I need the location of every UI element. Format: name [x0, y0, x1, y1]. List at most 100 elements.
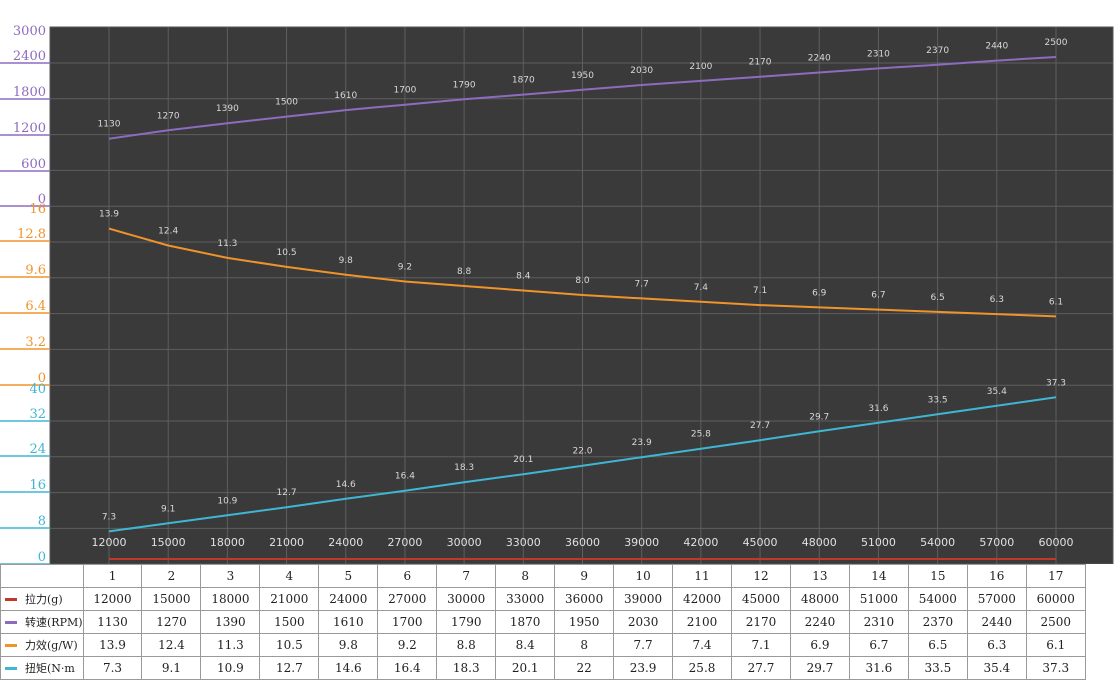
data-label: 8.4 — [516, 272, 531, 282]
table-cell: 8 — [554, 633, 615, 657]
row-label: 扭矩(N·m — [0, 656, 84, 680]
table-cell: 2 — [141, 564, 202, 588]
x-tick-label: 60000 — [1039, 536, 1074, 549]
table-cell: 6 — [377, 564, 438, 588]
table-cell: 23.9 — [613, 656, 674, 680]
legend-swatch — [5, 666, 17, 670]
series-line — [108, 56, 1057, 140]
table-cell: 57000 — [966, 587, 1027, 611]
y-tick-label: 16 — [29, 202, 46, 217]
table-cell: 6.5 — [907, 633, 968, 657]
data-label: 35.4 — [987, 387, 1007, 397]
x-tick-label: 36000 — [565, 536, 600, 549]
data-label: 11.3 — [217, 239, 237, 249]
data-label: 6.9 — [812, 288, 827, 298]
data-label: 7.7 — [635, 279, 649, 289]
table-cell: 12000 — [82, 587, 143, 611]
table-cell: 27.7 — [731, 656, 791, 680]
table-cell: 25.8 — [672, 656, 733, 680]
table-cell: 33000 — [495, 587, 556, 611]
table-cell: 4 — [259, 564, 320, 588]
data-label: 1390 — [216, 104, 239, 114]
data-label: 1700 — [393, 86, 416, 96]
table-cell: 9.1 — [141, 656, 202, 680]
table-cell: 29.7 — [789, 656, 850, 680]
table-cell: 2370 — [907, 610, 968, 634]
data-label: 23.9 — [632, 438, 652, 448]
x-tick-label: 45000 — [743, 536, 778, 549]
series-line — [108, 396, 1057, 533]
legend-swatch — [5, 620, 17, 624]
table-cell: 11 — [672, 564, 733, 588]
data-label: 12.7 — [277, 488, 297, 498]
table-cell: 6.3 — [966, 633, 1027, 657]
data-label: 29.7 — [809, 412, 829, 422]
table-cell: 2500 — [1025, 610, 1086, 634]
data-label: 1870 — [512, 76, 535, 86]
table-cell: 9.2 — [377, 633, 438, 657]
table-cell: 2310 — [848, 610, 909, 634]
table-cell: 42000 — [672, 587, 733, 611]
table-cell: 18.3 — [436, 656, 497, 680]
table-cell: 7.3 — [82, 656, 143, 680]
series-line — [108, 227, 1057, 318]
table-cell: 9 — [554, 564, 615, 588]
data-label: 14.6 — [336, 480, 356, 490]
table-cell: 1700 — [377, 610, 438, 634]
table-cell: 27000 — [377, 587, 438, 611]
table-cell: 30000 — [436, 587, 497, 611]
table-cell: 1 — [82, 564, 143, 588]
data-label: 13.9 — [99, 210, 119, 220]
table-cell: 6.9 — [789, 633, 850, 657]
y-tick-label: 9.6 — [25, 263, 46, 278]
table-cell: 2240 — [789, 610, 850, 634]
data-label: 7.3 — [102, 512, 116, 522]
data-label: 18.3 — [454, 463, 474, 473]
table-cell: 10 — [613, 564, 674, 588]
table-cell: 36000 — [554, 587, 615, 611]
data-label: 37.3 — [1046, 378, 1066, 388]
table-cell: 33.5 — [907, 656, 968, 680]
data-label: 9.2 — [398, 263, 412, 273]
table-row: 转速(RPM) 1130 1270 1390 1500 1610 1700 1790 1870 1… — [0, 610, 1115, 634]
table-cell: 8.4 — [495, 633, 556, 657]
table-cell: 10.9 — [200, 656, 261, 680]
x-tick-label: 15000 — [151, 536, 186, 549]
data-label: 16.4 — [395, 472, 415, 482]
table-cell: 15000 — [141, 587, 202, 611]
table-cell: 21000 — [259, 587, 320, 611]
y-tick-label: 0 — [38, 550, 46, 564]
table-cell: 2170 — [731, 610, 791, 634]
data-label: 7.4 — [694, 283, 709, 293]
data-label: 7.1 — [753, 286, 767, 296]
table-cell: 48000 — [789, 587, 850, 611]
table-cell: 6.1 — [1025, 633, 1086, 657]
table-cell: 7 — [436, 564, 497, 588]
table-cell: 2030 — [613, 610, 674, 634]
table-cell: 17 — [1025, 564, 1086, 588]
data-label: 1950 — [571, 71, 594, 81]
data-label: 6.5 — [930, 293, 944, 303]
table-cell: 14.6 — [318, 656, 379, 680]
row-label: 拉力(g) — [0, 587, 84, 611]
data-label: 2100 — [689, 62, 712, 72]
data-label: 8.8 — [457, 267, 472, 277]
x-tick-label: 33000 — [506, 536, 541, 549]
table-cell: 20.1 — [495, 656, 556, 680]
legend-swatch — [5, 597, 17, 601]
table-cell: 18000 — [200, 587, 261, 611]
data-label: 9.8 — [339, 256, 354, 266]
table-cell: 9.8 — [318, 633, 379, 657]
data-label: 8.0 — [575, 276, 590, 286]
data-table: 1 2 3 4 5 6 7 8 9 10 11 12 13 14 15 16 17 拉力(g) 12000 15000… — [0, 564, 1115, 680]
data-label: 2310 — [867, 49, 890, 59]
data-label: 33.5 — [928, 395, 948, 405]
table-cell: 15 — [907, 564, 968, 588]
x-tick-label: 39000 — [624, 536, 659, 549]
data-label: 2440 — [985, 42, 1008, 52]
data-label: 6.3 — [990, 295, 1004, 305]
table-cell: 7.7 — [613, 633, 674, 657]
table-cell: 1500 — [259, 610, 320, 634]
y-tick-label: 12.8 — [17, 227, 46, 242]
y-tick-label: 6.4 — [25, 299, 46, 314]
